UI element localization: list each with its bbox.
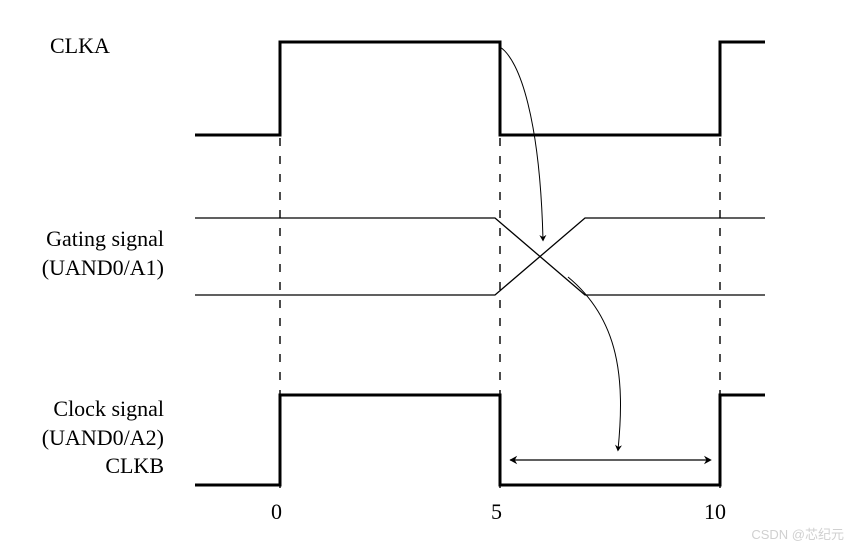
arrow-clka-to-gating: [500, 47, 543, 240]
clka-waveform: [195, 42, 765, 135]
clkb-waveform: [195, 395, 765, 485]
timing-diagram: [0, 0, 854, 549]
arrow-gating-to-clkb: [568, 277, 621, 450]
